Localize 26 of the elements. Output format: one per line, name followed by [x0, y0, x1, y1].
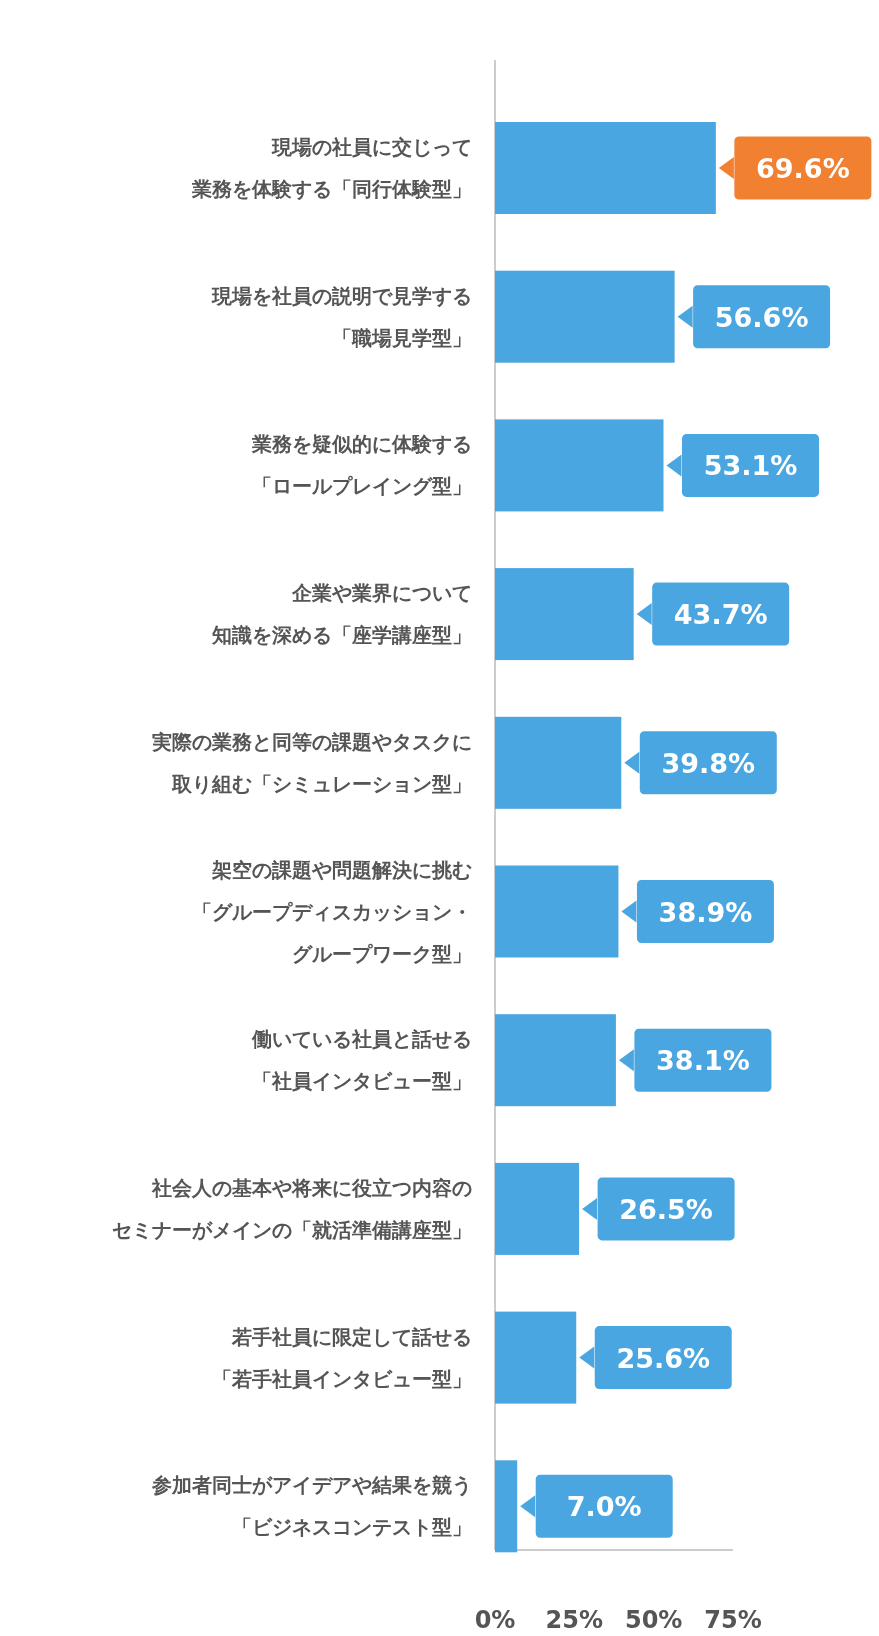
- x-tick-label: 75%: [704, 1606, 762, 1634]
- y-tick-label: 業務を疑似的に体験する「ロールプレイング型」: [251, 432, 472, 499]
- data-label: 26.5%: [619, 1193, 713, 1225]
- y-tick-label: 現場の社員に交じって業務を体験する「同行体験型」: [191, 135, 472, 201]
- data-label: 39.8%: [661, 747, 756, 779]
- data-label: 69.6%: [756, 153, 850, 184]
- y-tick-label: 架空の課題や問題解決に挑む「グループディスカッション・グループワーク型」: [192, 857, 472, 966]
- data-label: 43.7%: [673, 599, 768, 631]
- y-tick-label: 企業や業界について知識を深める「座学講座型」: [211, 581, 472, 648]
- data-label: 25.6%: [616, 1342, 711, 1374]
- y-tick-label: 若手社員に限定して話せる「若手社員インタビュー型」: [212, 1324, 472, 1391]
- data-label: 38.1%: [656, 1045, 750, 1077]
- data-label: 7.0%: [566, 1491, 642, 1523]
- bar: [495, 1014, 616, 1107]
- x-tick-label: 50%: [624, 1606, 683, 1634]
- data-label: 53.1%: [703, 450, 798, 482]
- x-tick-label: 0%: [474, 1606, 516, 1634]
- y-tick-label: 現場を社員の説明で見学する「職場見学型」: [211, 283, 472, 350]
- y-tick-label: 参加者同士がアイデアや結果を競う「ビジネスコンテスト型」: [151, 1473, 472, 1540]
- bar: [495, 122, 716, 214]
- data-label: 38.9%: [658, 896, 753, 928]
- data-label: 56.6%: [714, 301, 809, 333]
- y-tick-label: 働いている社員と話せる「社員インタビュー型」: [251, 1027, 472, 1094]
- y-tick-label: 実際の業務と同等の課題やタスクに取り組む「シミュレーション型」: [151, 729, 472, 796]
- y-tick-label: 社会人の基本や将来に役立つ内容のセミナーがメインの「就活準備講座型」: [112, 1175, 472, 1242]
- x-tick-label: 25%: [545, 1606, 604, 1634]
